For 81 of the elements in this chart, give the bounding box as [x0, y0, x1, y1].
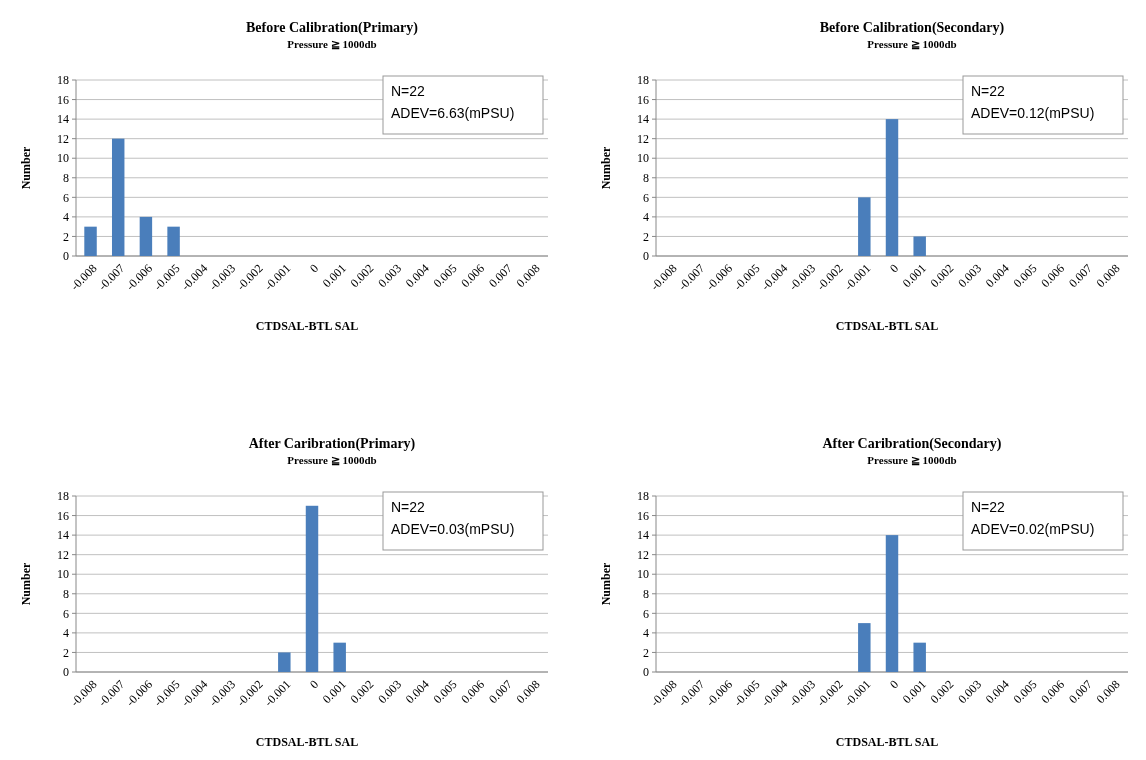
- chart-title: Before Calibration(Secondary): [819, 20, 1005, 36]
- y-axis-title: Number: [19, 146, 33, 190]
- x-axis-title: CTDSAL-BTL SAL: [255, 319, 359, 333]
- y-tick-label: 4: [643, 210, 649, 225]
- annotation: ADEV=0.03(mPSU): [391, 521, 515, 537]
- x-axis-title: CTDSAL-BTL SAL: [255, 735, 359, 749]
- bar: [111, 138, 125, 256]
- y-tick-label: 2: [63, 229, 69, 244]
- bar: [305, 505, 319, 672]
- y-tick-label: 16: [637, 508, 649, 523]
- x-tick-label: 0: [306, 261, 322, 276]
- annotation: N=22: [971, 499, 1006, 515]
- y-tick-label: 0: [63, 665, 69, 680]
- y-tick-label: 10: [637, 567, 649, 582]
- chart-title: After Caribration(Primary): [248, 436, 416, 452]
- annotation: N=22: [391, 83, 426, 99]
- bar: [913, 236, 926, 256]
- y-tick-label: 18: [57, 489, 69, 504]
- y-tick-label: 0: [63, 249, 69, 264]
- y-tick-label: 6: [63, 606, 69, 621]
- x-tick-label: 0: [306, 677, 322, 692]
- x-axis-title: CTDSAL-BTL SAL: [835, 735, 939, 749]
- y-tick-label: 12: [57, 547, 69, 562]
- y-tick-label: 18: [637, 73, 649, 88]
- y-axis-title: Number: [19, 562, 33, 606]
- y-tick-label: 14: [637, 528, 649, 543]
- bar: [167, 226, 180, 256]
- x-tick-label: 0: [886, 677, 902, 692]
- bar: [139, 216, 153, 256]
- y-tick-label: 10: [57, 567, 69, 582]
- x-tick-label: 0: [886, 261, 902, 276]
- y-axis-title: Number: [599, 146, 613, 190]
- y-tick-label: 4: [63, 210, 69, 225]
- x-axis-title: CTDSAL-BTL SAL: [835, 319, 939, 333]
- y-tick-label: 18: [57, 73, 69, 88]
- y-tick-label: 0: [643, 665, 649, 680]
- y-tick-label: 6: [643, 190, 649, 205]
- bar: [885, 119, 899, 256]
- y-tick-label: 14: [57, 528, 69, 543]
- bar: [858, 197, 871, 256]
- y-tick-label: 8: [63, 170, 69, 185]
- y-tick-label: 18: [637, 489, 649, 504]
- y-tick-label: 12: [637, 131, 649, 146]
- annotation: ADEV=6.63(mPSU): [391, 105, 515, 121]
- y-tick-label: 14: [57, 112, 69, 127]
- y-tick-label: 8: [643, 170, 649, 185]
- y-tick-label: 2: [63, 645, 69, 660]
- y-tick-label: 10: [637, 151, 649, 166]
- annotation: N=22: [971, 83, 1006, 99]
- y-tick-label: 16: [637, 92, 649, 107]
- chart-subtitle: Pressure ≧ 1000db: [867, 38, 957, 50]
- y-tick-label: 2: [643, 645, 649, 660]
- chart-title: Before Calibration(Primary): [246, 20, 419, 36]
- y-tick-label: 6: [63, 190, 69, 205]
- y-tick-label: 8: [643, 586, 649, 601]
- chart-title: After Caribration(Secondary): [822, 436, 1002, 452]
- chart-subtitle: Pressure ≧ 1000db: [287, 454, 377, 466]
- y-tick-label: 8: [63, 586, 69, 601]
- y-tick-label: 14: [637, 112, 649, 127]
- chart-subtitle: Pressure ≧ 1000db: [287, 38, 377, 50]
- y-tick-label: 6: [643, 606, 649, 621]
- y-axis-title: Number: [599, 562, 613, 606]
- chart-subtitle: Pressure ≧ 1000db: [867, 454, 957, 466]
- y-tick-label: 16: [57, 508, 69, 523]
- annotation: ADEV=0.12(mPSU): [971, 105, 1095, 121]
- y-tick-label: 4: [643, 626, 649, 641]
- bar: [858, 623, 871, 672]
- bar: [278, 652, 291, 672]
- y-tick-label: 12: [57, 131, 69, 146]
- y-tick-label: 4: [63, 626, 69, 641]
- y-tick-label: 0: [643, 249, 649, 264]
- y-tick-label: 16: [57, 92, 69, 107]
- y-tick-label: 12: [637, 547, 649, 562]
- bar: [885, 535, 899, 672]
- y-tick-label: 10: [57, 151, 69, 166]
- y-tick-label: 2: [643, 229, 649, 244]
- bar: [84, 226, 97, 256]
- bar: [913, 642, 926, 672]
- bar: [333, 642, 346, 672]
- annotation: ADEV=0.02(mPSU): [971, 521, 1095, 537]
- annotation: N=22: [391, 499, 426, 515]
